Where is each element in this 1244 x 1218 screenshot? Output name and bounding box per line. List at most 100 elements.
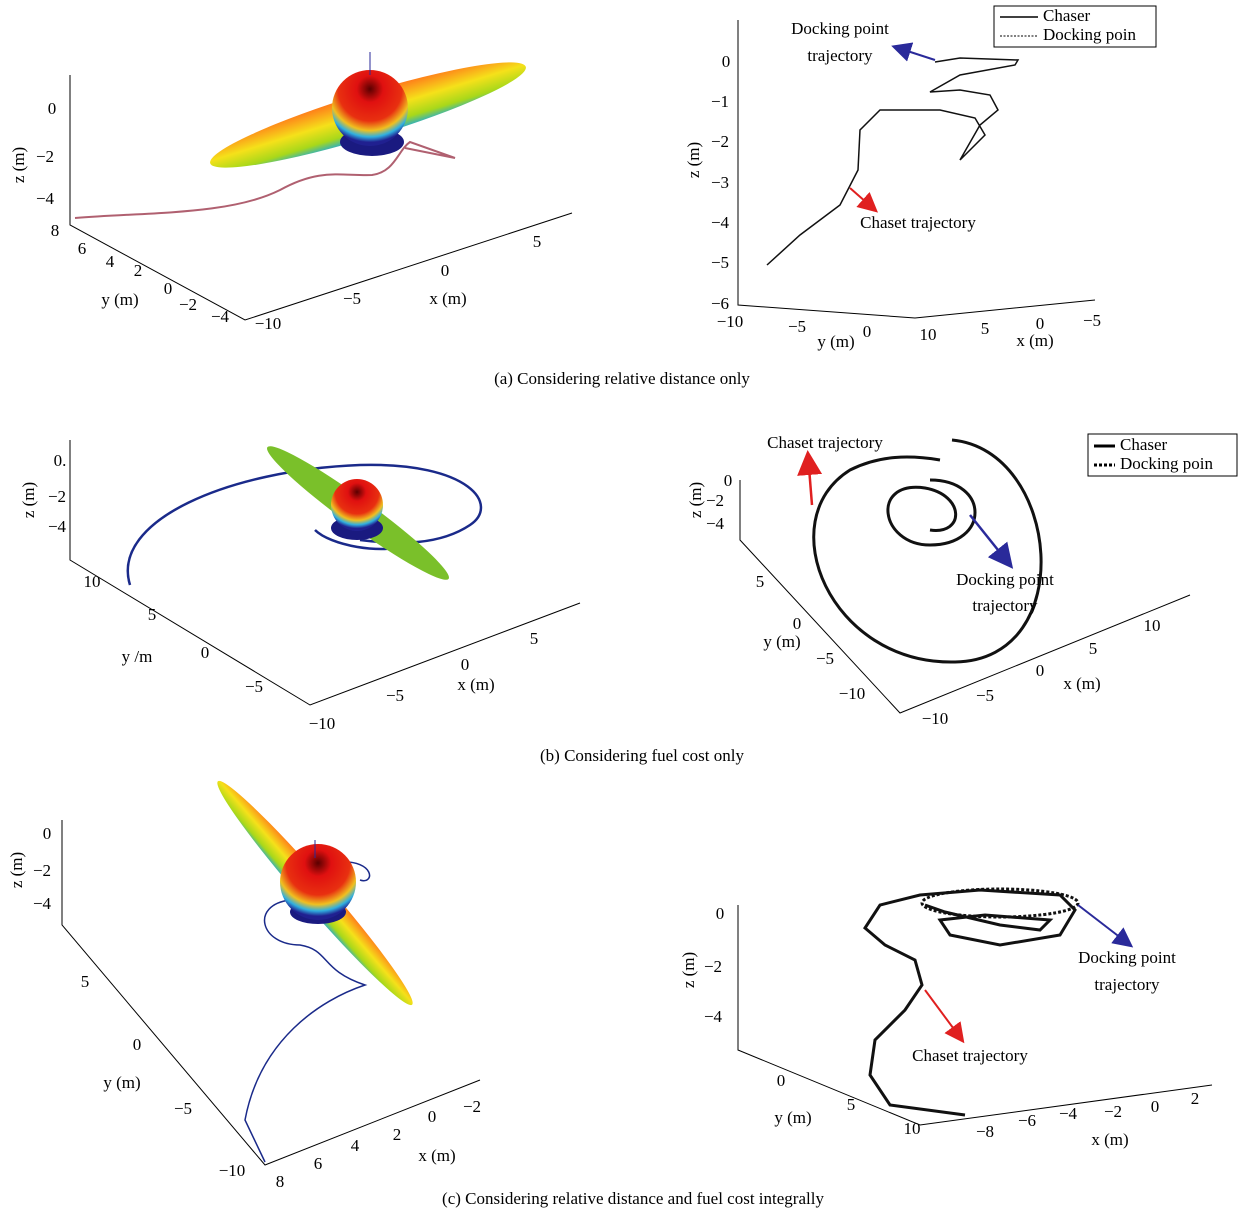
- x-tick-label: 0: [1036, 314, 1045, 333]
- z-axis-label: z (m): [684, 142, 703, 178]
- z-axis-label: z (m): [9, 147, 28, 183]
- z-axis-label: z (m): [679, 952, 698, 988]
- y-tick-label: 4: [106, 252, 115, 271]
- caption: (a) Considering relative distance only: [494, 369, 750, 388]
- y-tick-label: −4: [211, 307, 230, 326]
- z-tick-label: −2: [711, 132, 729, 151]
- y-axis-label: y (m): [817, 332, 854, 351]
- annotation: Docking point: [791, 19, 889, 38]
- x-tick-label: 10: [1144, 616, 1161, 635]
- x-tick-label: 5: [533, 232, 542, 251]
- x-tick-label: 6: [314, 1154, 323, 1173]
- y-tick-label: 0: [777, 1071, 786, 1090]
- y-tick-label: 10: [84, 572, 101, 591]
- x-tick-label: −5: [386, 686, 404, 705]
- y-tick-label: 8: [51, 221, 60, 240]
- y-tick-label: −5: [245, 677, 263, 696]
- x-axis-label: x (m): [1016, 331, 1053, 350]
- x-axis-label: x (m): [429, 289, 466, 308]
- y-tick-label: −10: [839, 684, 866, 703]
- y-tick-label: 0: [863, 322, 872, 341]
- x-tick-label: 4: [351, 1136, 360, 1155]
- y-tick-label: −10: [717, 312, 744, 331]
- x-tick-label: 2: [1191, 1089, 1200, 1108]
- z-tick-label: −4: [48, 517, 67, 536]
- z-tick-label: 0: [722, 52, 731, 71]
- x-tick-label: 0: [428, 1107, 437, 1126]
- annotation: trajectory: [1094, 975, 1160, 994]
- legend-entry: Chaser: [1120, 435, 1168, 454]
- annotation: Docking point: [956, 570, 1054, 589]
- y-tick-label: 5: [847, 1095, 856, 1114]
- annotation: trajectory: [972, 596, 1038, 615]
- x-tick-label: 5: [530, 629, 539, 648]
- panel-b-left-graphics: [69, 440, 581, 706]
- y-tick-label: 2: [134, 261, 143, 280]
- z-tick-label: 0: [43, 824, 52, 843]
- z-axis-label: z (m): [19, 482, 38, 518]
- y-axis-label: y (m): [763, 632, 800, 651]
- y-tick-label: 5: [148, 605, 157, 624]
- x-tick-label: 0: [461, 655, 470, 674]
- z-tick-label: −2: [33, 861, 51, 880]
- x-tick-label: −2: [463, 1097, 481, 1116]
- z-tick-label: −2: [706, 491, 724, 510]
- x-tick-label: 10: [920, 325, 937, 344]
- y-axis-label: y /m: [122, 647, 153, 666]
- z-tick-label: −3: [711, 173, 729, 192]
- annotation: Docking point: [1078, 948, 1176, 967]
- annotation: Chaset trajectory: [912, 1046, 1028, 1065]
- panel-c-left-graphics: [61, 780, 481, 1166]
- z-tick-label: −2: [48, 487, 66, 506]
- caption: (c) Considering relative distance and fu…: [442, 1189, 824, 1208]
- x-tick-label: −2: [1104, 1102, 1122, 1121]
- z-tick-label: 0: [716, 904, 725, 923]
- legend-entry: Docking poin: [1043, 25, 1137, 44]
- x-tick-label: −10: [255, 314, 282, 333]
- y-tick-label: 6: [78, 239, 87, 258]
- z-tick-label: 0: [48, 99, 57, 118]
- y-tick-label: 5: [81, 972, 90, 991]
- x-axis-label: x (m): [1063, 674, 1100, 693]
- x-tick-label: 2: [393, 1125, 402, 1144]
- z-tick-label: −4: [711, 213, 730, 232]
- x-tick-label: −8: [976, 1122, 994, 1141]
- z-tick-label: −1: [711, 92, 729, 111]
- panel-c-right-graphics: [737, 887, 1213, 1126]
- x-tick-label: −4: [1059, 1104, 1078, 1123]
- z-axis-label: z (m): [686, 482, 705, 518]
- x-axis-label: x (m): [1091, 1130, 1128, 1149]
- y-axis-label: y (m): [101, 290, 138, 309]
- x-tick-label: 0: [1151, 1097, 1160, 1116]
- x-tick-label: 0: [1036, 661, 1045, 680]
- y-tick-label: 0: [164, 279, 173, 298]
- panel-a-right-graphics: [737, 5, 1157, 319]
- annotation: trajectory: [807, 46, 873, 65]
- y-tick-label: 0: [201, 643, 210, 662]
- z-tick-label: −2: [36, 147, 54, 166]
- z-tick-label: −4: [704, 1007, 723, 1026]
- x-tick-label: −6: [1018, 1111, 1036, 1130]
- x-tick-label: 5: [981, 319, 990, 338]
- y-tick-label: 0: [133, 1035, 142, 1054]
- legend-entry: Docking poin: [1120, 454, 1214, 473]
- y-axis-label: y (m): [774, 1108, 811, 1127]
- x-tick-label: −10: [922, 709, 949, 728]
- y-tick-label: −5: [174, 1099, 192, 1118]
- y-tick-label: 10: [904, 1119, 921, 1138]
- panel-b-right-graphics: [739, 433, 1238, 714]
- x-tick-label: −10: [309, 714, 336, 733]
- y-tick-label: −5: [816, 649, 834, 668]
- x-tick-label: −5: [343, 289, 361, 308]
- z-tick-label: −5: [711, 253, 729, 272]
- x-tick-label: −5: [976, 686, 994, 705]
- z-tick-label: 0.: [54, 451, 67, 470]
- caption: (b) Considering fuel cost only: [540, 746, 744, 765]
- z-tick-label: −4: [706, 514, 725, 533]
- y-tick-label: −10: [219, 1161, 246, 1180]
- x-tick-label: 0: [441, 261, 450, 280]
- z-tick-label: 0: [724, 471, 733, 490]
- z-axis-label: z (m): [7, 852, 26, 888]
- annotation: Chaset trajectory: [860, 213, 976, 232]
